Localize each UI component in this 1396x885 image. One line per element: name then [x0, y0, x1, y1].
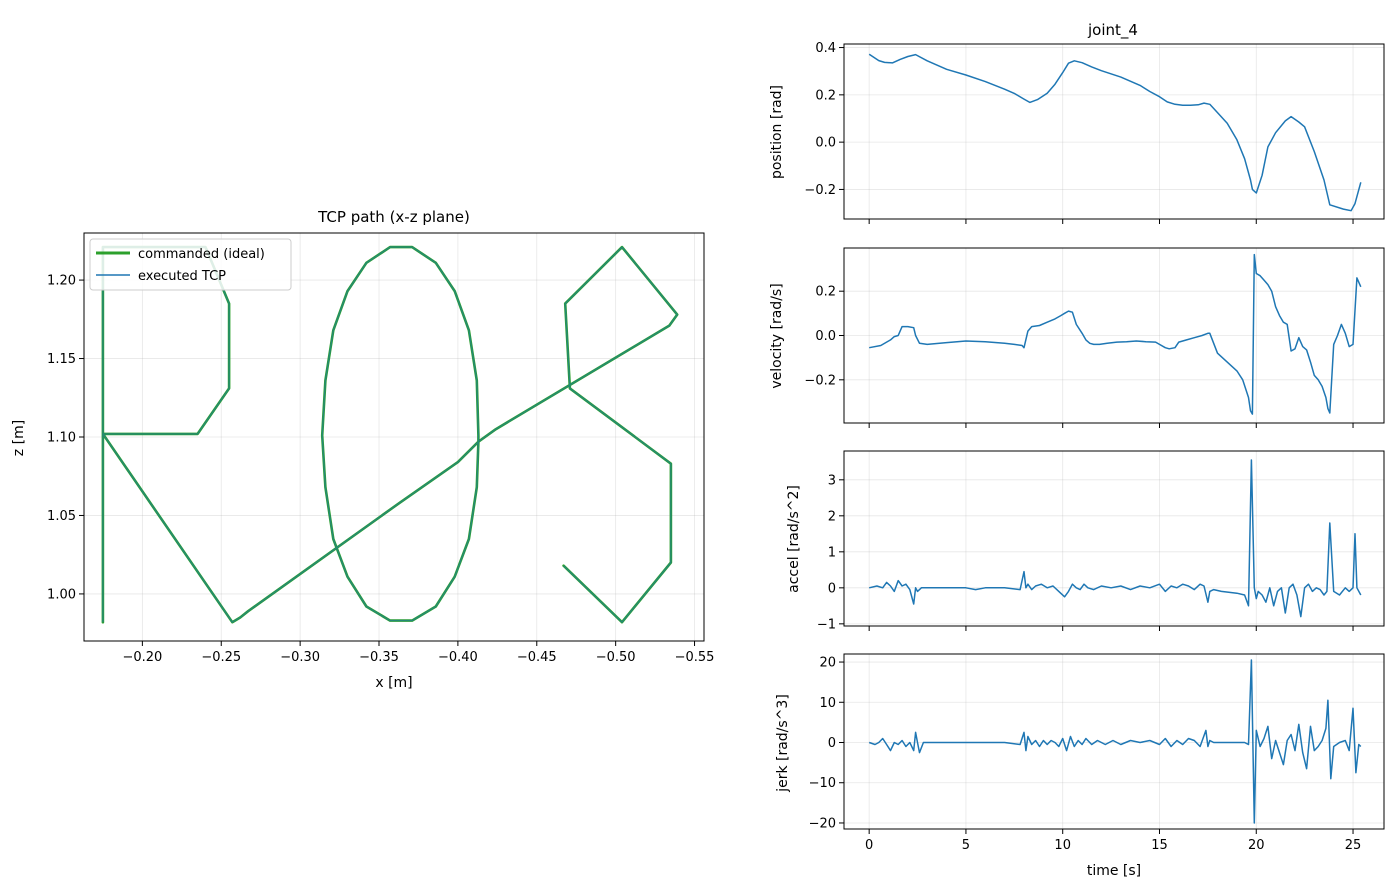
x-tick-label: −0.40	[438, 650, 478, 665]
tcp-path-chart-title: TCP path (x-z plane)	[317, 208, 470, 226]
x-tick-label: 15	[1151, 838, 1168, 853]
y-tick-label: 0	[828, 581, 836, 596]
series-line	[869, 459, 1362, 618]
y-tick-label: 2	[828, 509, 836, 524]
position-ticks: −0.2 0.0 0.2 0.4	[804, 41, 1354, 224]
velocity-series	[869, 253, 1362, 415]
y-tick-label: 0.4	[815, 41, 836, 56]
jerk-plot-frame	[843, 653, 1385, 830]
y-tick-label: 1.05	[47, 509, 76, 524]
y-tick-label: 0.2	[815, 285, 836, 300]
position-chart: position [rad] −0.2 0.0 0.2 0.4	[769, 41, 1385, 224]
y-tick-label: −0.2	[804, 183, 836, 198]
tcp-path-y-axis-label: z [m]	[11, 420, 27, 456]
y-tick-label: 0.0	[815, 329, 836, 344]
tcp-path-ticks: −0.20 −0.25 −0.30 −0.35 −0.40 −0.45 −0.50 −0.55…	[47, 274, 714, 665]
legend-label-commanded: commanded (ideal)	[138, 247, 265, 262]
tcp-path-chart: TCP path (x-z plane) x [m] z [m] −0.20 −0…	[11, 208, 714, 691]
accel-plot-frame	[843, 450, 1385, 627]
position-series	[868, 53, 1362, 212]
series-line	[869, 253, 1362, 415]
legend-label-executed: executed TCP	[138, 269, 226, 284]
y-tick-label: 1.00	[47, 587, 76, 602]
y-tick-label: 1.10	[47, 431, 76, 446]
x-tick-label: −0.55	[675, 650, 715, 665]
tcp-path-legend: commanded (ideal) executed TCP	[89, 238, 292, 291]
series-line	[868, 659, 1362, 824]
x-tick-label: 5	[962, 838, 970, 853]
y-tick-label: 3	[828, 473, 836, 488]
executed-path-line	[102, 246, 678, 623]
y-tick-label: 20	[819, 656, 836, 671]
x-tick-label: −0.25	[201, 650, 241, 665]
legend-box	[89, 238, 292, 291]
y-tick-label: −20	[809, 816, 836, 831]
velocity-y-axis-label: velocity [rad/s]	[769, 283, 785, 388]
tcp-path-x-axis-label: x [m]	[375, 675, 412, 691]
tcp-path-grid	[84, 233, 704, 641]
jerk-y-axis-label: jerk [rad/s^3]	[775, 694, 791, 793]
velocity-plot-frame	[843, 247, 1385, 424]
tcp-path-series	[101, 245, 679, 624]
jerk-series	[868, 659, 1362, 824]
jerk-chart: jerk [rad/s^3] time [s] 0 5 10 15 20 25 −20 −10…	[775, 653, 1385, 879]
y-tick-label: 0.0	[815, 136, 836, 151]
x-tick-label: 10	[1054, 838, 1071, 853]
y-tick-label: −0.2	[804, 373, 836, 388]
y-tick-label: −1	[817, 617, 836, 632]
x-tick-label: −0.35	[359, 650, 399, 665]
accel-y-axis-label: accel [rad/s^2]	[786, 485, 802, 593]
y-tick-label: 1.15	[47, 352, 76, 367]
velocity-grid	[844, 248, 1384, 423]
x-tick-label: 0	[865, 838, 873, 853]
accel-series	[869, 459, 1362, 618]
tcp-path-plot-frame	[83, 232, 705, 642]
x-tick-label: −0.45	[517, 650, 557, 665]
velocity-chart: velocity [rad/s] −0.2 0.0 0.2	[769, 247, 1385, 428]
accel-ticks: −1 0 1 2 3	[817, 473, 1354, 632]
time-x-axis-label: time [s]	[1087, 863, 1141, 879]
x-tick-label: −0.30	[280, 650, 320, 665]
y-tick-label: 10	[819, 696, 836, 711]
position-plot-frame	[843, 43, 1385, 220]
y-tick-label: 0	[828, 736, 836, 751]
x-tick-label: −0.20	[122, 650, 162, 665]
y-tick-label: −10	[809, 776, 836, 791]
position-y-axis-label: position [rad]	[769, 85, 785, 179]
y-tick-label: 1	[828, 545, 836, 560]
x-tick-label: −0.50	[596, 650, 636, 665]
y-tick-label: 1.20	[47, 274, 76, 289]
y-tick-label: 0.2	[815, 88, 836, 103]
accel-chart: accel [rad/s^2] −1 0 1 2 3	[786, 450, 1385, 632]
jerk-ticks: 0 5 10 15 20 25 −20 −10 0 10 20	[809, 656, 1362, 853]
joint-chart-title: joint_4	[1087, 21, 1138, 40]
x-tick-label: 20	[1248, 838, 1265, 853]
x-tick-label: 25	[1345, 838, 1362, 853]
velocity-ticks: −0.2 0.0 0.2	[804, 285, 1354, 428]
series-line	[868, 53, 1362, 212]
